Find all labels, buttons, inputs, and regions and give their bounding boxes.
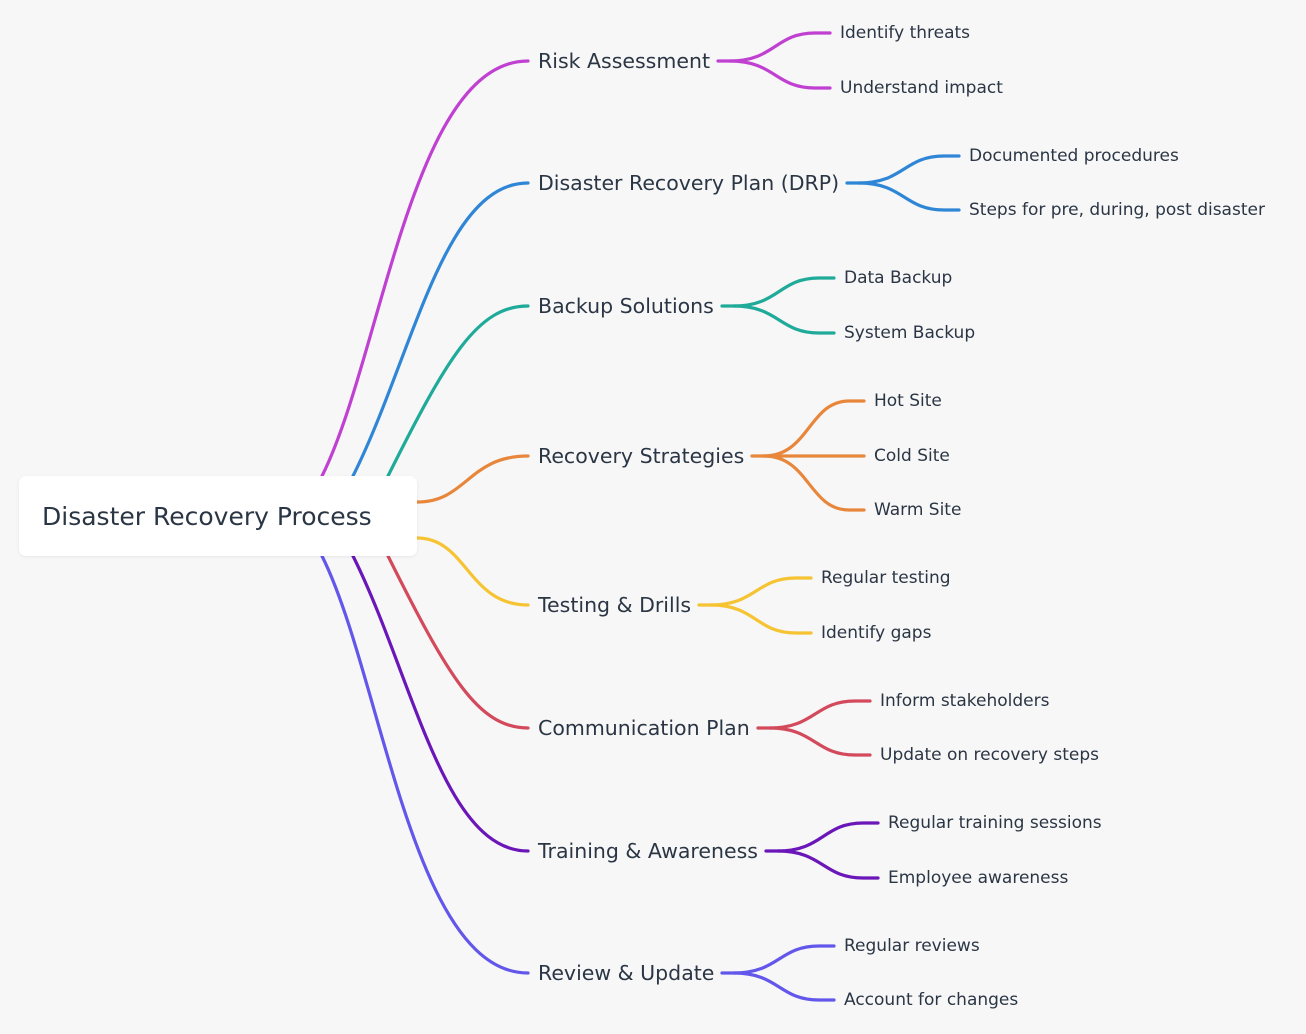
branch-node-disaster-recovery-plan[interactable]: Disaster Recovery Plan (DRP) (538, 170, 840, 195)
connector-root-to-branch-3 (415, 454, 530, 504)
leaf-node-system-backup[interactable]: System Backup (844, 322, 976, 343)
branch-node-review-update[interactable]: Review & Update (538, 960, 715, 985)
connector-branch-1-to-leaf-0 (857, 154, 961, 185)
leaf-node-employee-awareness[interactable]: Employee awareness (888, 867, 1069, 888)
connector-branch-6-to-leaf-0 (776, 821, 880, 853)
leaf-node-account-for-changes[interactable]: Account for changes (844, 989, 1019, 1010)
connector-branch-2-to-leaf-0 (732, 276, 836, 308)
connector-root-to-branch-6 (351, 554, 530, 853)
leaf-node-identify-gaps[interactable]: Identify gaps (821, 622, 932, 643)
leaf-node-regular-testing[interactable]: Regular testing (821, 567, 951, 588)
leaf-node-regular-reviews[interactable]: Regular reviews (844, 935, 980, 956)
branch-node-testing-drills[interactable]: Testing & Drills (538, 592, 692, 617)
connector-branch-7-to-leaf-1 (732, 971, 836, 1002)
connector-branch-1-to-leaf-1 (857, 181, 961, 212)
leaf-node-data-backup[interactable]: Data Backup (844, 267, 953, 288)
connector-root-to-branch-2 (386, 304, 530, 478)
leaf-node-regular-training-sessions[interactable]: Regular training sessions (888, 812, 1102, 833)
leaf-node-update-recovery-steps[interactable]: Update on recovery steps (880, 744, 1099, 765)
connector-root-to-branch-7 (320, 554, 530, 975)
leaf-node-steps-pre-during-post[interactable]: Steps for pre, during, post disaster (969, 199, 1265, 220)
leaf-node-inform-stakeholders[interactable]: Inform stakeholders (880, 690, 1050, 711)
connector-branch-4-to-leaf-1 (709, 603, 813, 635)
branch-node-training-awareness[interactable]: Training & Awareness (538, 838, 758, 863)
leaf-node-hot-site[interactable]: Hot Site (874, 390, 942, 411)
leaf-node-warm-site[interactable]: Warm Site (874, 499, 962, 520)
connector-branch-0-to-leaf-0 (728, 31, 832, 63)
connector-branch-7-to-leaf-0 (732, 944, 836, 975)
leaf-node-understand-impact[interactable]: Understand impact (840, 77, 1003, 98)
connector-branch-6-to-leaf-1 (776, 849, 880, 880)
connector-branch-5-to-leaf-0 (768, 699, 872, 730)
leaf-node-identify-threats[interactable]: Identify threats (840, 22, 971, 43)
leaf-node-documented-procedures[interactable]: Documented procedures (969, 145, 1179, 166)
branch-node-backup-solutions[interactable]: Backup Solutions (538, 293, 714, 318)
leaf-node-cold-site[interactable]: Cold Site (874, 445, 950, 466)
connector-branch-4-to-leaf-0 (709, 576, 813, 607)
connector-root-to-branch-5 (386, 554, 530, 730)
root-node-label: Disaster Recovery Process (42, 501, 372, 531)
connector-branch-3-to-leaf-2 (762, 454, 866, 512)
branch-node-recovery-strategies[interactable]: Recovery Strategies (538, 443, 745, 468)
connector-branch-2-to-leaf-1 (732, 304, 836, 335)
connector-root-to-branch-4 (415, 536, 530, 607)
branch-node-risk-assessment[interactable]: Risk Assessment (538, 48, 710, 73)
root-node[interactable]: Disaster Recovery Process (19, 476, 417, 556)
connector-branch-5-to-leaf-1 (768, 726, 872, 757)
branch-node-communication-plan[interactable]: Communication Plan (538, 715, 750, 740)
connector-root-to-branch-1 (351, 181, 530, 478)
connector-branch-3-to-leaf-0 (762, 399, 866, 458)
connector-branch-0-to-leaf-1 (728, 59, 832, 90)
connector-root-to-branch-0 (320, 59, 530, 478)
